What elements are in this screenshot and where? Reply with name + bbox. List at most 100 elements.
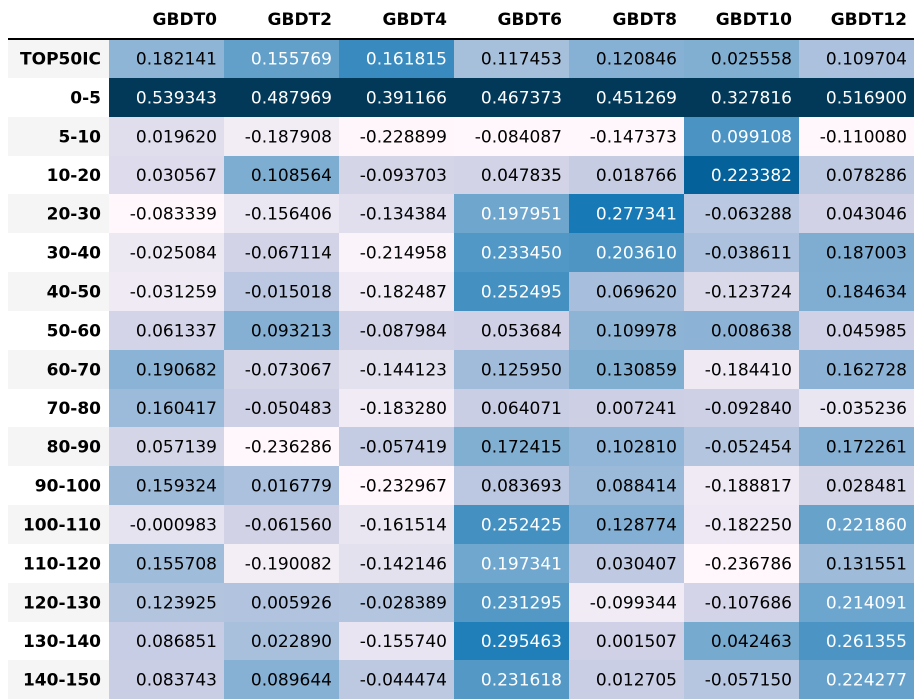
heatmap-cell bbox=[339, 78, 454, 117]
heatmap-cell bbox=[109, 39, 224, 78]
cell-value-label: 0.061337 bbox=[136, 322, 217, 342]
row-label: 90-100 bbox=[35, 477, 101, 497]
cell-value-label: -0.025084 bbox=[130, 244, 217, 264]
row-labels: TOP50IC 0-5 5-10 10-20 20-30 30-40 40-50 50-60 6… bbox=[20, 50, 101, 691]
cell-value-label: 0.252495 bbox=[481, 283, 562, 303]
row-label: 70-80 bbox=[47, 399, 102, 419]
heatmap-cell bbox=[339, 427, 454, 466]
cell-value-label: 0.277341 bbox=[596, 205, 677, 225]
heatmap-cell bbox=[109, 156, 224, 194]
heatmap-cell bbox=[109, 311, 224, 350]
heatmap-cells: 0.182141 0.155769 0.161815 0.117453 0.120846… bbox=[109, 39, 914, 699]
heatmap-cell bbox=[454, 427, 569, 466]
column-header: GBDT0 bbox=[153, 10, 218, 30]
cell-value-label: 0.123925 bbox=[136, 594, 217, 614]
cell-value-label: 0.516900 bbox=[826, 89, 907, 109]
row-band bbox=[8, 272, 109, 311]
heatmap-cell bbox=[109, 427, 224, 466]
cell-value-label: 0.088414 bbox=[596, 477, 677, 497]
heatmap-cell bbox=[109, 660, 224, 699]
cell-value-label: -0.087984 bbox=[360, 322, 447, 342]
heatmap-cell bbox=[109, 117, 224, 156]
cell-value-label: 0.019620 bbox=[136, 128, 217, 148]
heatmap-cell bbox=[799, 156, 914, 194]
heatmap-cell bbox=[684, 194, 799, 233]
cell-value-label: 0.203610 bbox=[596, 244, 677, 264]
heatmap-cell bbox=[684, 583, 799, 622]
row-band bbox=[8, 427, 109, 466]
cell-value-label: 0.252425 bbox=[481, 516, 562, 536]
heatmap-cell bbox=[684, 660, 799, 699]
heatmap-cell bbox=[799, 350, 914, 389]
cell-value-label: -0.156406 bbox=[245, 205, 332, 225]
cell-value-label: -0.142146 bbox=[360, 555, 447, 575]
cell-value-label: 0.187003 bbox=[826, 244, 907, 264]
cell-value-label: 0.016779 bbox=[251, 477, 332, 497]
heatmap-cell bbox=[569, 117, 684, 156]
heatmap-cell bbox=[799, 117, 914, 156]
heatmap-cell bbox=[569, 622, 684, 660]
heatmap-cell bbox=[109, 389, 224, 427]
heatmap-cell bbox=[684, 389, 799, 427]
row-label: 5-10 bbox=[58, 128, 101, 148]
heatmap-cell bbox=[454, 466, 569, 505]
row-label: 10-20 bbox=[47, 166, 102, 186]
row-label: 60-70 bbox=[47, 361, 102, 381]
cell-value-label: -0.232967 bbox=[360, 477, 447, 497]
heatmap-cell bbox=[569, 466, 684, 505]
row-band bbox=[8, 194, 109, 233]
row-label: 130-140 bbox=[23, 632, 101, 652]
heatmap-cell bbox=[569, 427, 684, 466]
heatmap-cell bbox=[454, 39, 569, 78]
row-label: 80-90 bbox=[47, 438, 102, 458]
column-headers: GBDT0 GBDT2 GBDT4 GBDT6 GBDT8 GBDT10 GBDT12 bbox=[153, 10, 907, 30]
heatmap-cell bbox=[109, 622, 224, 660]
heatmap-cell bbox=[339, 194, 454, 233]
cell-value-label: 0.128774 bbox=[596, 516, 677, 536]
cell-value-label: 0.120846 bbox=[596, 50, 677, 70]
cell-value-label: 0.043046 bbox=[826, 205, 907, 225]
heatmap-cell bbox=[569, 660, 684, 699]
heatmap-cell bbox=[799, 311, 914, 350]
cell-value-label: -0.084087 bbox=[475, 128, 562, 148]
heatmap-cell bbox=[569, 272, 684, 311]
cell-value-label: 0.018766 bbox=[596, 166, 677, 186]
cell-value-label: -0.092840 bbox=[705, 399, 792, 419]
heatmap-cell bbox=[569, 583, 684, 622]
heatmap-cell bbox=[339, 583, 454, 622]
row-label: 140-150 bbox=[23, 671, 101, 691]
row-band bbox=[8, 117, 109, 156]
heatmap-cell bbox=[224, 117, 339, 156]
cell-value-label: 0.005926 bbox=[251, 594, 332, 614]
heatmap-cell bbox=[224, 311, 339, 350]
cell-value-label: 0.162728 bbox=[826, 361, 907, 381]
cell-value-label: 0.083693 bbox=[481, 477, 562, 497]
cell-value-label: 0.064071 bbox=[481, 399, 562, 419]
heatmap-cell bbox=[684, 427, 799, 466]
heatmap-cell bbox=[569, 233, 684, 272]
cell-value-label: 0.022890 bbox=[251, 632, 332, 652]
cell-value-label: -0.182250 bbox=[705, 516, 792, 536]
heatmap-cell bbox=[799, 194, 914, 233]
row-label: 50-60 bbox=[47, 322, 102, 342]
cell-value-label: 0.224277 bbox=[826, 671, 907, 691]
row-band bbox=[8, 505, 109, 544]
heatmap-cell bbox=[454, 583, 569, 622]
cell-value-label: -0.184410 bbox=[705, 361, 792, 381]
cell-value-label: 0.028481 bbox=[826, 477, 907, 497]
heatmap-cell bbox=[569, 544, 684, 583]
heatmap-cell bbox=[339, 544, 454, 583]
heatmap-cell bbox=[339, 311, 454, 350]
cell-value-label: 0.451269 bbox=[596, 89, 677, 109]
cell-value-label: 0.102810 bbox=[596, 438, 677, 458]
cell-value-label: 0.030567 bbox=[136, 166, 217, 186]
heatmap-cell bbox=[339, 466, 454, 505]
cell-value-label: 0.261355 bbox=[826, 632, 907, 652]
cell-value-label: 0.047835 bbox=[481, 166, 562, 186]
cell-value-label: 0.172415 bbox=[481, 438, 562, 458]
column-header: GBDT2 bbox=[268, 10, 332, 30]
cell-value-label: 0.001507 bbox=[596, 632, 677, 652]
heatmap-cell bbox=[684, 350, 799, 389]
cell-value-label: 0.182141 bbox=[136, 50, 217, 70]
heatmap-cell bbox=[454, 389, 569, 427]
